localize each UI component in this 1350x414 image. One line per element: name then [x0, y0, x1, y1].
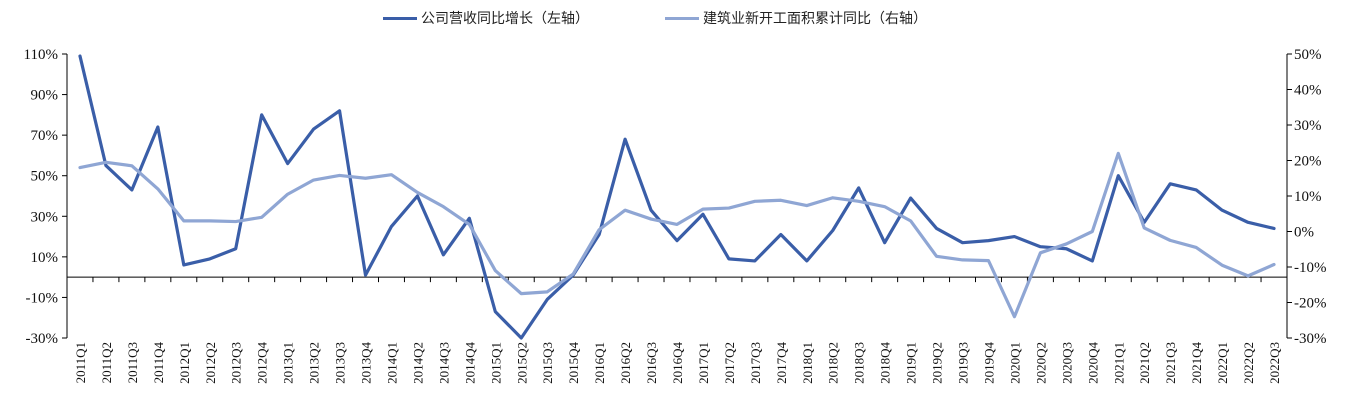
- category-tick-label: 2011Q3: [125, 342, 140, 383]
- right-axis-tick-label: 30%: [1294, 118, 1322, 134]
- legend-swatch-revenue: [383, 16, 417, 20]
- legend-item-construction: 建筑业新开工面积累计同比（右轴）: [665, 8, 927, 28]
- right-axis-tick-label: -30%: [1294, 331, 1327, 347]
- category-tick-label: 2021Q2: [1137, 342, 1152, 384]
- category-tick-label: 2018Q4: [878, 342, 893, 384]
- category-tick-label: 2011Q4: [151, 342, 166, 384]
- category-tick-label: 2015Q2: [514, 342, 529, 384]
- category-tick-label: 2013Q2: [307, 342, 322, 384]
- series-line-revenue: [78, 54, 1276, 340]
- left-axis-tick-label: 70%: [31, 128, 59, 144]
- category-tick-label: 2020Q4: [1085, 342, 1100, 384]
- category-tick-label: 2012Q3: [229, 342, 244, 384]
- category-tick-label: 2015Q1: [488, 342, 503, 384]
- left-axis-tick-label: -30%: [26, 331, 59, 347]
- category-tick-label: 2016Q4: [670, 342, 685, 384]
- right-axis-tick-label: 20%: [1294, 154, 1322, 170]
- category-tick-label: 2013Q3: [333, 342, 348, 384]
- category-tick-label: 2014Q3: [436, 342, 451, 384]
- category-tick-label: 2014Q2: [410, 342, 425, 384]
- left-axis-tick-label: 90%: [31, 88, 59, 104]
- category-tick-label: 2017Q1: [696, 342, 711, 384]
- category-tick-label: 2022Q2: [1241, 342, 1256, 384]
- category-tick-label: 2011Q2: [99, 342, 114, 383]
- category-tick-label: 2019Q1: [904, 342, 919, 384]
- category-tick-label: 2022Q1: [1215, 342, 1230, 384]
- category-tick-label: 2018Q1: [800, 342, 815, 384]
- category-tick-label: 2013Q1: [281, 342, 296, 384]
- category-tick-label: 2014Q4: [462, 342, 477, 384]
- category-tick-label: 2020Q3: [1059, 342, 1074, 384]
- series-line-construction: [78, 151, 1276, 319]
- left-axis-tick-label: 30%: [31, 209, 59, 225]
- left-axis-tick-label: 110%: [24, 47, 58, 63]
- category-tick-label: 2015Q4: [566, 342, 581, 384]
- category-tick-label: 2020Q2: [1033, 342, 1048, 384]
- legend-swatch-construction: [665, 16, 699, 20]
- category-tick-label: 2016Q2: [618, 342, 633, 384]
- right-axis-tick-label: -10%: [1294, 260, 1327, 276]
- category-tick-label: 2019Q2: [930, 342, 945, 384]
- category-tick-label: 2021Q3: [1163, 342, 1178, 384]
- category-tick-label: 2018Q2: [826, 342, 841, 384]
- category-tick-label: 2013Q4: [359, 342, 374, 384]
- legend-label-construction: 建筑业新开工面积累计同比（右轴）: [703, 11, 927, 27]
- left-axis-tick-label: 50%: [31, 169, 59, 185]
- category-tick-label: 2012Q2: [203, 342, 218, 384]
- category-tick-label: 2020Q1: [1007, 342, 1022, 384]
- legend-item-revenue: 公司营收同比增长（左轴）: [383, 8, 589, 28]
- category-tick-label: 2015Q3: [540, 342, 555, 384]
- right-axis-tick-label: 50%: [1294, 47, 1322, 63]
- right-axis-tick-label: 0%: [1294, 225, 1314, 241]
- category-tick-label: 2016Q1: [592, 342, 607, 384]
- category-tick-label: 2019Q4: [981, 342, 996, 384]
- category-tick-label: 2016Q3: [644, 342, 659, 384]
- category-tick-label: 2019Q3: [956, 342, 971, 384]
- category-tick-label: 2012Q1: [177, 342, 192, 384]
- left-axis-tick-label: -10%: [26, 290, 59, 306]
- legend: 公司营收同比增长（左轴） 建筑业新开工面积累计同比（右轴）: [0, 8, 1350, 32]
- legend-label-revenue: 公司营收同比增长（左轴）: [421, 11, 589, 27]
- category-tick-label: 2012Q4: [255, 342, 270, 384]
- category-tick-label: 2021Q4: [1189, 342, 1204, 384]
- category-tick-label: 2021Q1: [1111, 342, 1126, 384]
- left-axis-tick-label: 10%: [31, 250, 59, 266]
- category-tick-label: 2017Q4: [774, 342, 789, 384]
- category-tick-label: 2014Q1: [384, 342, 399, 384]
- category-tick-label: 2018Q3: [852, 342, 867, 384]
- right-axis-tick-label: -20%: [1294, 296, 1327, 312]
- right-axis-tick-label: 10%: [1294, 189, 1322, 205]
- right-axis-tick-label: 40%: [1294, 83, 1322, 99]
- category-tick-label: 2022Q3: [1267, 342, 1282, 384]
- category-tick-label: 2017Q3: [748, 342, 763, 384]
- category-tick-label: 2011Q1: [73, 342, 88, 383]
- category-tick-label: 2017Q2: [722, 342, 737, 384]
